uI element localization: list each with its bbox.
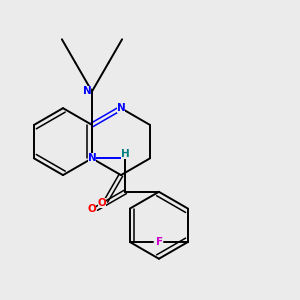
Text: N: N (88, 153, 96, 164)
Text: F: F (155, 237, 162, 247)
Text: N: N (82, 86, 91, 96)
Text: O: O (87, 204, 96, 214)
Text: O: O (98, 198, 106, 208)
Text: F: F (156, 237, 163, 247)
Text: H: H (121, 149, 130, 159)
Text: N: N (117, 103, 125, 113)
